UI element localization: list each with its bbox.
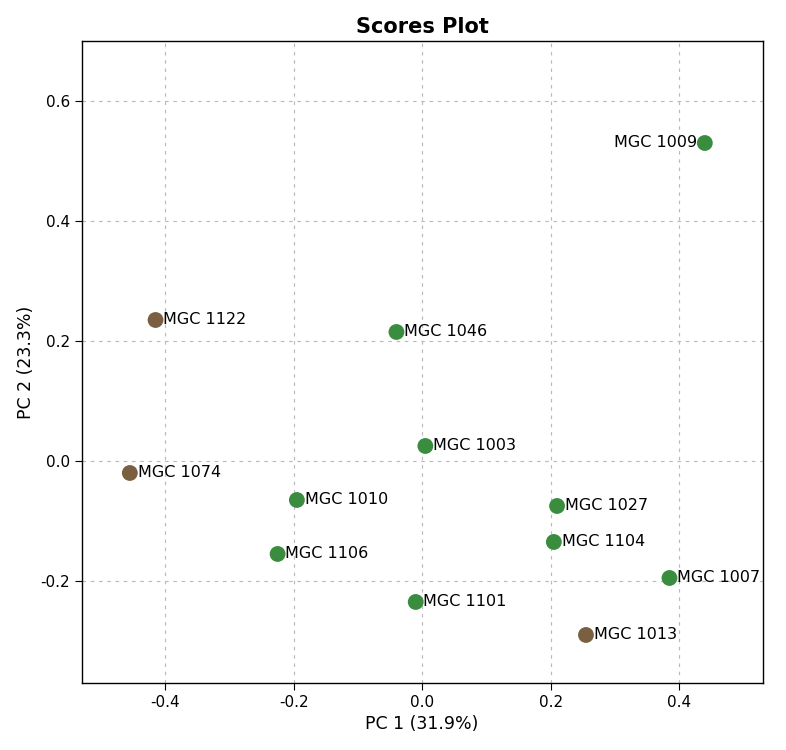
Text: MGC 1003: MGC 1003 <box>433 439 516 454</box>
Text: MGC 1122: MGC 1122 <box>163 313 247 328</box>
Point <box>551 500 564 512</box>
Point <box>271 548 284 560</box>
Text: MGC 1009: MGC 1009 <box>614 136 697 151</box>
Text: MGC 1010: MGC 1010 <box>305 493 387 508</box>
Text: MGC 1007: MGC 1007 <box>678 571 760 586</box>
X-axis label: PC 1 (31.9%): PC 1 (31.9%) <box>365 716 479 734</box>
Text: MGC 1074: MGC 1074 <box>138 466 221 481</box>
Y-axis label: PC 2 (23.3%): PC 2 (23.3%) <box>17 305 35 419</box>
Point <box>663 572 676 584</box>
Point <box>410 596 422 608</box>
Text: MGC 1046: MGC 1046 <box>404 325 487 340</box>
Text: MGC 1027: MGC 1027 <box>565 499 648 514</box>
Point <box>548 536 560 548</box>
Point <box>699 137 711 149</box>
Point <box>291 494 303 506</box>
Point <box>390 326 402 338</box>
Point <box>149 314 162 326</box>
Text: MGC 1013: MGC 1013 <box>593 628 677 643</box>
Text: MGC 1104: MGC 1104 <box>561 535 645 550</box>
Title: Scores Plot: Scores Plot <box>356 16 489 37</box>
Text: MGC 1106: MGC 1106 <box>285 547 369 562</box>
Text: MGC 1101: MGC 1101 <box>424 595 507 610</box>
Point <box>580 629 593 641</box>
Point <box>123 467 136 479</box>
Point <box>419 440 432 452</box>
